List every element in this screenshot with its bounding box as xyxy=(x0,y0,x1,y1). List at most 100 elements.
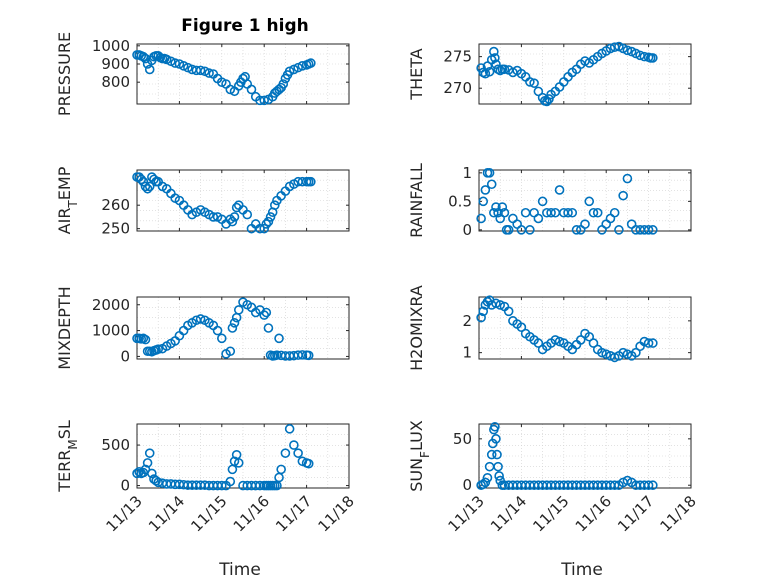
data-point xyxy=(494,471,504,481)
data-point xyxy=(297,456,308,467)
data-point xyxy=(588,338,599,348)
data-point xyxy=(580,219,590,229)
data-point xyxy=(584,331,595,342)
data-point xyxy=(605,43,616,54)
y-tick-label: 1000 xyxy=(92,322,130,340)
data-point xyxy=(489,207,499,218)
data-point xyxy=(486,179,497,190)
y-axis-label: TERRMSL xyxy=(55,420,80,493)
data-point xyxy=(233,458,244,468)
data-point xyxy=(609,352,620,363)
data-point xyxy=(476,312,486,323)
data-point xyxy=(217,333,227,344)
data-point xyxy=(261,307,272,318)
data-point xyxy=(497,202,508,212)
y-tick-label: 900 xyxy=(101,55,130,73)
y-tick-label: 800 xyxy=(101,73,130,91)
data-point xyxy=(212,325,223,336)
data-point xyxy=(614,225,624,235)
data-point xyxy=(490,53,500,63)
data-point xyxy=(144,64,155,75)
data-point xyxy=(276,464,286,475)
data-point xyxy=(622,45,633,56)
data-point xyxy=(493,461,503,472)
data-point xyxy=(140,53,151,64)
data-point xyxy=(592,207,603,218)
subplot-h2omixra: 1 2 H2OMIXRA xyxy=(407,285,692,371)
data-point xyxy=(648,480,658,491)
y-axis-label: H2OMIXRA xyxy=(407,285,426,371)
data-point xyxy=(554,336,565,347)
data-point xyxy=(142,183,153,194)
x-tick-label: 11/15 xyxy=(529,492,572,535)
data-point xyxy=(503,225,514,235)
subplot-rainfall: 0 0.5 1 RAINFALL xyxy=(407,163,692,239)
x-tick-label: 11/17 xyxy=(272,492,315,535)
data-point xyxy=(533,213,544,224)
data-point xyxy=(297,61,308,71)
data-point xyxy=(233,305,244,315)
data-point xyxy=(144,448,155,458)
data-point xyxy=(563,207,573,218)
data-point xyxy=(138,176,149,187)
data-point xyxy=(520,207,531,218)
axes-box xyxy=(478,423,692,489)
data-point xyxy=(486,449,497,460)
data-point xyxy=(153,344,163,354)
data-point xyxy=(229,318,240,328)
data-point xyxy=(550,335,561,345)
data-point xyxy=(575,335,586,345)
data-point xyxy=(588,207,599,218)
data-point xyxy=(484,66,495,77)
data-point xyxy=(622,173,633,184)
data-point xyxy=(208,212,219,222)
data-point xyxy=(609,480,620,491)
data-point xyxy=(142,458,153,468)
data-point xyxy=(643,225,654,235)
data-point xyxy=(499,64,510,75)
y-axis-label: RAINFALL xyxy=(407,163,426,238)
data-point xyxy=(643,480,654,491)
axes-box xyxy=(478,296,692,360)
data-point xyxy=(491,59,501,70)
data-point xyxy=(648,225,658,235)
data-point xyxy=(259,95,270,106)
data-point xyxy=(136,174,147,185)
data-point xyxy=(144,181,155,192)
data-point xyxy=(546,207,556,218)
x-tick-label: 11/14 xyxy=(145,492,188,535)
data-point xyxy=(567,207,578,218)
data-point xyxy=(525,77,535,87)
data-point xyxy=(558,77,569,87)
data-point xyxy=(584,196,595,207)
data-point xyxy=(255,223,265,234)
data-point xyxy=(263,323,274,333)
axes-box xyxy=(136,423,350,489)
subplot-sun_flux: 11/13 11/14 11/15 11/16 11/17 11/18 0 50 SUNFLUX… xyxy=(407,420,700,580)
data-point xyxy=(484,461,495,472)
data-point xyxy=(269,200,280,210)
data-point xyxy=(306,58,316,68)
data-point xyxy=(478,479,489,490)
data-point xyxy=(303,350,314,361)
data-point xyxy=(491,202,501,212)
data-point xyxy=(178,325,189,336)
y-axis-label: SUNFLUX xyxy=(407,420,432,492)
data-point xyxy=(231,202,242,213)
subplot-mixdepth: 0 1000 2000 MIXDEPTH xyxy=(55,286,350,370)
data-point xyxy=(476,213,486,224)
data-point xyxy=(306,176,316,187)
data-point xyxy=(648,53,658,63)
data-point xyxy=(170,58,180,68)
y-axis-label: THETA xyxy=(407,48,426,100)
data-point xyxy=(259,310,270,320)
data-point xyxy=(601,349,612,360)
data-point xyxy=(289,440,299,450)
data-point xyxy=(297,350,308,360)
subplot-air_temp: 250 260 AIRTEMP xyxy=(55,166,350,238)
data-point xyxy=(265,212,276,222)
data-point xyxy=(140,334,151,345)
